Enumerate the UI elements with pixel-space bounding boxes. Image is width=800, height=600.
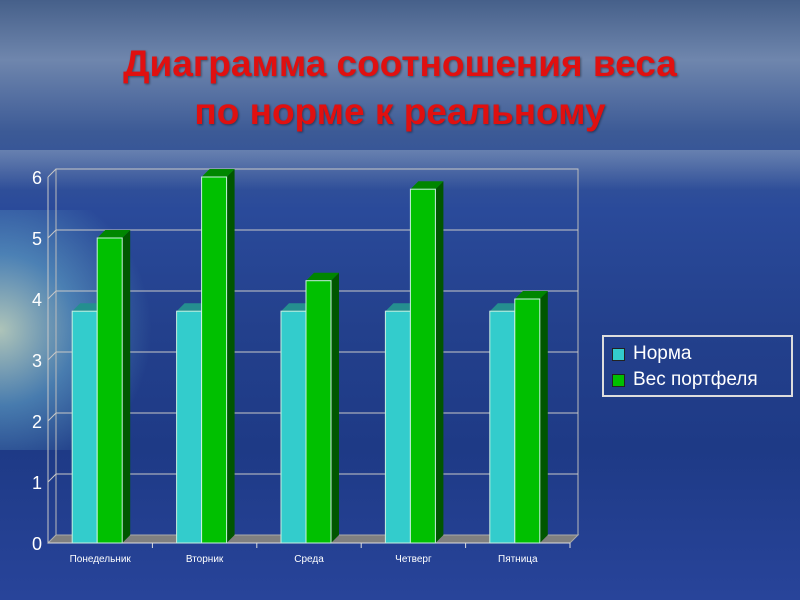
y-tick-label: 6: [32, 168, 42, 188]
y-tick-label: 0: [32, 534, 42, 554]
bar-norm: [489, 310, 516, 544]
title-line-2: по норме к реальному: [194, 91, 606, 132]
gridline-side: [47, 168, 57, 178]
y-tick-label: 2: [32, 412, 42, 432]
title-line-1: Диаграмма соотношения веса: [123, 43, 677, 84]
x-tick-label: Вторник: [186, 554, 224, 565]
chart-legend: Норма Вес портфеля: [602, 335, 793, 397]
bar-backpack: [96, 237, 123, 544]
bar-side: [226, 169, 235, 543]
bar-norm: [71, 310, 98, 544]
x-tick-label: Среда: [294, 554, 324, 565]
legend-label-norm: Норма: [633, 343, 692, 364]
x-tick-label: Четверг: [395, 554, 432, 565]
legend-item-backpack: Вес портфеля: [612, 367, 783, 393]
bar-backpack: [409, 188, 436, 544]
slide-title: Диаграмма соотношения веса по норме к ре…: [0, 40, 800, 136]
bar-top: [514, 291, 548, 299]
bar-top: [97, 230, 131, 238]
bar-top: [410, 181, 444, 190]
legend-swatch-backpack: [612, 373, 625, 387]
legend-item-norm: Норма: [612, 341, 783, 367]
bar-backpack: [305, 280, 332, 544]
bar-norm: [176, 310, 203, 544]
gridline-side: [47, 473, 57, 483]
y-tick-label: 5: [32, 229, 42, 249]
x-tick-label: Понедельник: [70, 554, 132, 565]
bar-side: [435, 181, 444, 543]
bar-side: [539, 291, 548, 543]
bar-side: [331, 272, 339, 543]
legend-swatch-norm: [612, 347, 625, 361]
gridline-side: [47, 290, 57, 300]
x-tick-label: Пятница: [498, 554, 538, 565]
bar-top: [306, 272, 339, 281]
gridline-side: [47, 229, 57, 239]
gridline-side: [47, 412, 57, 422]
y-tick-label: 3: [32, 351, 42, 371]
gridline-side: [47, 351, 57, 361]
y-tick-label: 4: [32, 290, 42, 310]
bar-backpack: [514, 298, 541, 544]
bar-norm: [384, 310, 411, 544]
bar-norm: [280, 310, 307, 544]
background-horizon: [0, 150, 800, 190]
legend-label-backpack: Вес портфеля: [633, 369, 758, 390]
bar-top: [201, 169, 235, 177]
bar-backpack: [201, 176, 228, 544]
bar-side: [122, 230, 131, 543]
y-tick-label: 1: [32, 473, 42, 493]
